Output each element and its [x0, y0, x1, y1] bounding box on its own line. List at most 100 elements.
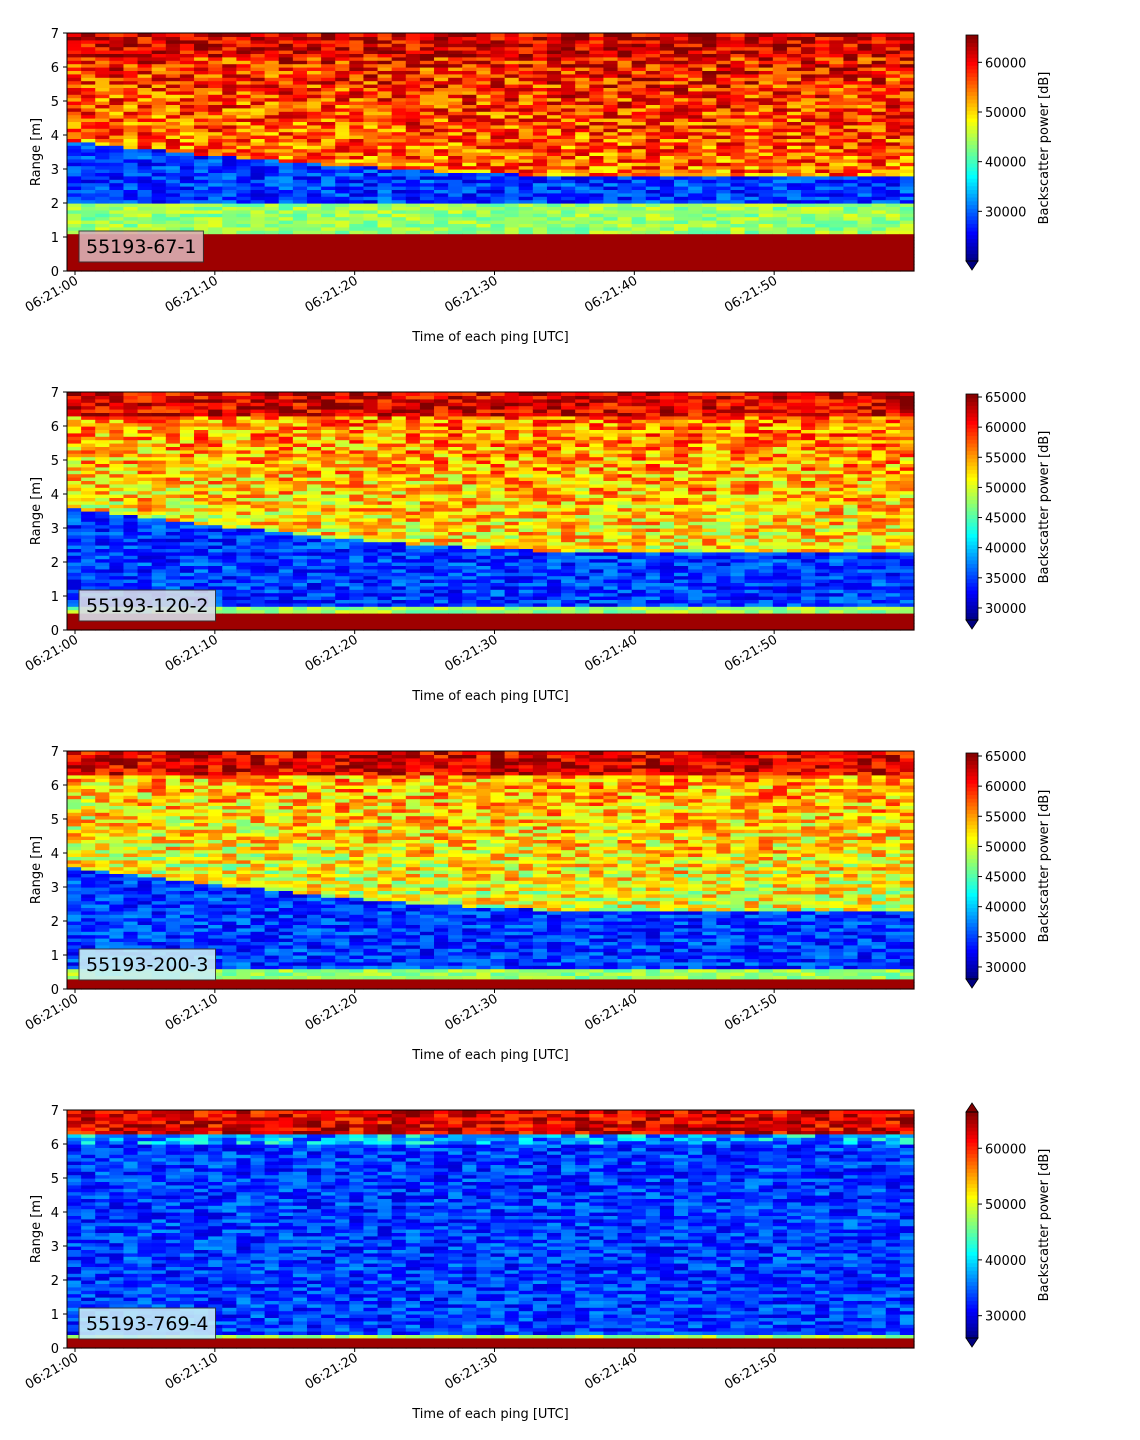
- heatmap-cell: [801, 227, 816, 231]
- colorbar-segment: [966, 118, 978, 122]
- colorbar-tick-label: 30000: [985, 205, 1026, 220]
- heatmap-cell: [307, 166, 322, 170]
- heatmap-cell: [434, 227, 449, 231]
- heatmap-cell: [858, 159, 873, 163]
- heatmap-cell: [815, 244, 830, 248]
- heatmap-cell: [632, 193, 647, 197]
- heatmap-cell: [575, 200, 590, 204]
- heatmap-cell: [730, 217, 745, 221]
- heatmap-cell: [279, 227, 294, 231]
- heatmap-cell: [152, 200, 167, 204]
- heatmap-cell: [265, 251, 280, 255]
- heatmap-cell: [222, 264, 237, 268]
- heatmap-cell: [109, 200, 124, 204]
- heatmap-cell: [392, 149, 407, 153]
- heatmap-cell: [378, 227, 393, 231]
- heatmap-cell: [533, 234, 548, 238]
- heatmap-cell: [180, 402, 195, 406]
- heatmap-cell: [632, 251, 647, 255]
- heatmap-cell: [251, 217, 266, 221]
- heatmap-cell: [293, 227, 308, 231]
- heatmap-cell: [251, 264, 266, 268]
- heatmap-cell: [392, 244, 407, 248]
- heatmap-cell: [491, 200, 506, 204]
- colorbar-segment: [966, 80, 978, 84]
- heatmap-cell: [603, 227, 618, 231]
- heatmap-cell: [307, 210, 322, 214]
- heatmap-cell: [236, 132, 251, 136]
- heatmap-cell: [618, 264, 633, 268]
- heatmap-cell: [392, 234, 407, 238]
- heatmap-cell: [745, 251, 760, 255]
- heatmap-cell: [632, 217, 647, 221]
- heatmap-cell: [688, 159, 703, 163]
- heatmap-cell: [420, 183, 435, 187]
- heatmap-cell: [476, 264, 491, 268]
- heatmap-cell: [279, 217, 294, 221]
- heatmap-cell: [420, 244, 435, 248]
- heatmap-cell: [716, 234, 731, 238]
- heatmap-cell: [95, 419, 110, 423]
- heatmap-cell: [843, 33, 858, 37]
- heatmap-cell: [363, 193, 378, 197]
- heatmap-cell: [773, 217, 788, 221]
- heatmap-cell: [547, 251, 562, 255]
- heatmap-cell: [123, 392, 138, 396]
- heatmap-cell: [166, 453, 181, 457]
- heatmap-cell: [872, 251, 887, 255]
- heatmap-cell: [519, 132, 534, 136]
- heatmap-cell: [632, 264, 647, 268]
- heatmap-cell: [321, 210, 336, 214]
- heatmap-cell: [759, 244, 774, 248]
- heatmap-cell: [307, 227, 322, 231]
- heatmap-cell: [152, 436, 167, 440]
- heatmap-cell: [759, 142, 774, 146]
- heatmap-cell: [109, 210, 124, 214]
- heatmap-cell: [702, 244, 717, 248]
- heatmap-cell: [858, 193, 873, 197]
- heatmap-cell: [236, 149, 251, 153]
- heatmap-cell: [843, 210, 858, 214]
- heatmap-cell: [95, 227, 110, 231]
- heatmap-cell: [815, 210, 830, 214]
- heatmap-cell: [858, 132, 873, 136]
- heatmap-cell: [829, 227, 844, 231]
- heatmap-cell: [349, 149, 364, 153]
- heatmap-cell: [886, 251, 901, 255]
- heatmap-cell: [702, 142, 717, 146]
- heatmap-cell: [900, 166, 915, 170]
- heatmap-cell: [95, 436, 110, 440]
- heatmap-cell: [208, 264, 223, 268]
- heatmap-cell: [109, 132, 124, 136]
- heatmap-cell: [180, 453, 195, 457]
- heatmap-cell: [688, 176, 703, 180]
- colorbar-segment: [966, 114, 978, 118]
- heatmap-cell: [505, 227, 520, 231]
- heatmap-cell: [646, 244, 661, 248]
- heatmap-cell: [618, 234, 633, 238]
- heatmap-cell: [180, 470, 195, 474]
- heatmap-cell: [222, 166, 237, 170]
- y-axis-label: Range [m]: [29, 118, 44, 186]
- heatmap-cell: [152, 142, 167, 146]
- heatmap-cell: [858, 183, 873, 187]
- heatmap-cell: [491, 176, 506, 180]
- heatmap-cell: [251, 234, 266, 238]
- colorbar-segment: [966, 43, 978, 47]
- heatmap-cell: [730, 132, 745, 136]
- heatmap-cell: [519, 176, 534, 180]
- heatmap-cell: [180, 200, 195, 204]
- colorbar-extend-min: [966, 261, 978, 270]
- heatmap-cell: [152, 149, 167, 153]
- heatmap-cell: [519, 234, 534, 238]
- heatmap-cell: [67, 193, 82, 197]
- heatmap-cell: [321, 142, 336, 146]
- heatmap-cell: [505, 149, 520, 153]
- heatmap-cell: [194, 210, 209, 214]
- heatmap-cell: [505, 217, 520, 221]
- heatmap-cell: [632, 132, 647, 136]
- heatmap-cell: [363, 166, 378, 170]
- heatmap-cell: [745, 132, 760, 136]
- heatmap-cell: [321, 183, 336, 187]
